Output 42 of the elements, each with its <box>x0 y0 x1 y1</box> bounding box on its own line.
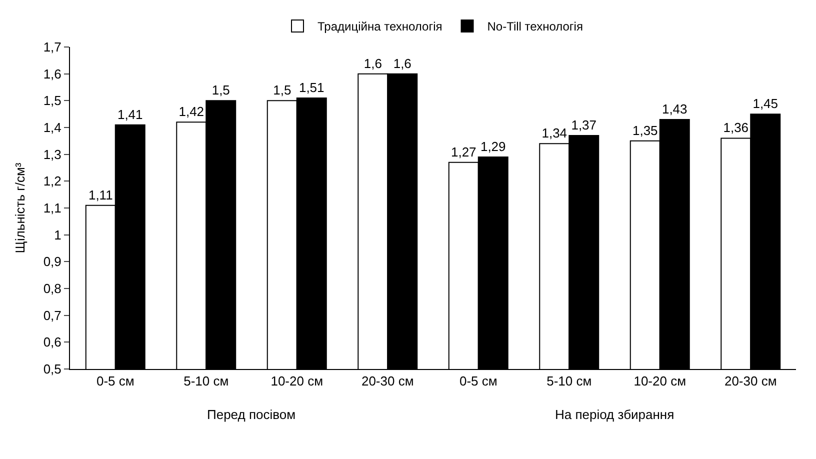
data-label: 1,27 <box>450 144 476 160</box>
y-tick-label: 0,5 <box>43 362 62 377</box>
data-label: 1,51 <box>298 80 324 95</box>
data-label: 1,42 <box>178 104 204 120</box>
y-tick-label: 1,5 <box>43 93 62 108</box>
legend-label: Традиційна технологія <box>318 20 442 34</box>
y-tick-label: 0,8 <box>43 281 62 296</box>
x-tick-label: 0-5 см <box>459 374 498 389</box>
data-label: 1,5 <box>212 82 230 98</box>
x-tick-label: 5-10 см <box>546 374 592 389</box>
x-tick-label: 5-10 см <box>184 374 229 389</box>
y-tick-label: 0,9 <box>43 254 62 270</box>
data-label: 1,45 <box>752 96 778 112</box>
x-tick-label: 20-30 см <box>361 374 414 389</box>
data-label: 1,6 <box>364 56 382 71</box>
y-axis-title: Щільність г/см³ <box>12 162 28 254</box>
legend-label: No-Till технологія <box>487 20 583 34</box>
data-label: 1,5 <box>273 82 292 98</box>
text: На період збирання <box>555 407 674 422</box>
data-label: 1,34 <box>542 126 568 141</box>
y-tick-label: 1,7 <box>43 40 62 55</box>
x-tick-label: 0-5 см <box>96 374 134 389</box>
y-tick-label: 1,6 <box>43 66 62 82</box>
data-label: 1,6 <box>393 56 412 71</box>
y-tick-label: 0,7 <box>43 308 62 323</box>
x-tick-label: 20-30 см <box>724 374 777 389</box>
data-label: 1,41 <box>117 106 143 122</box>
y-tick-label: 1 <box>54 227 62 242</box>
y-tick-label: 1,2 <box>43 174 62 189</box>
text: Перед посівом <box>207 407 296 422</box>
data-label: 1,29 <box>480 139 506 154</box>
data-label: 1,35 <box>632 122 658 138</box>
y-tick-label: 1,4 <box>43 120 62 136</box>
y-tick-label: 1,3 <box>43 146 62 162</box>
y-tick-label: 0,6 <box>43 334 62 350</box>
data-label: 1,11 <box>88 187 113 202</box>
y-tick-label: 1,1 <box>43 200 62 216</box>
x-tick-label: 10-20 см <box>270 374 324 389</box>
x-tick-label: 10-20 см <box>634 374 686 389</box>
data-label: 1,36 <box>723 120 749 136</box>
data-label: 1,37 <box>571 118 597 133</box>
data-label: 1,43 <box>662 101 688 116</box>
